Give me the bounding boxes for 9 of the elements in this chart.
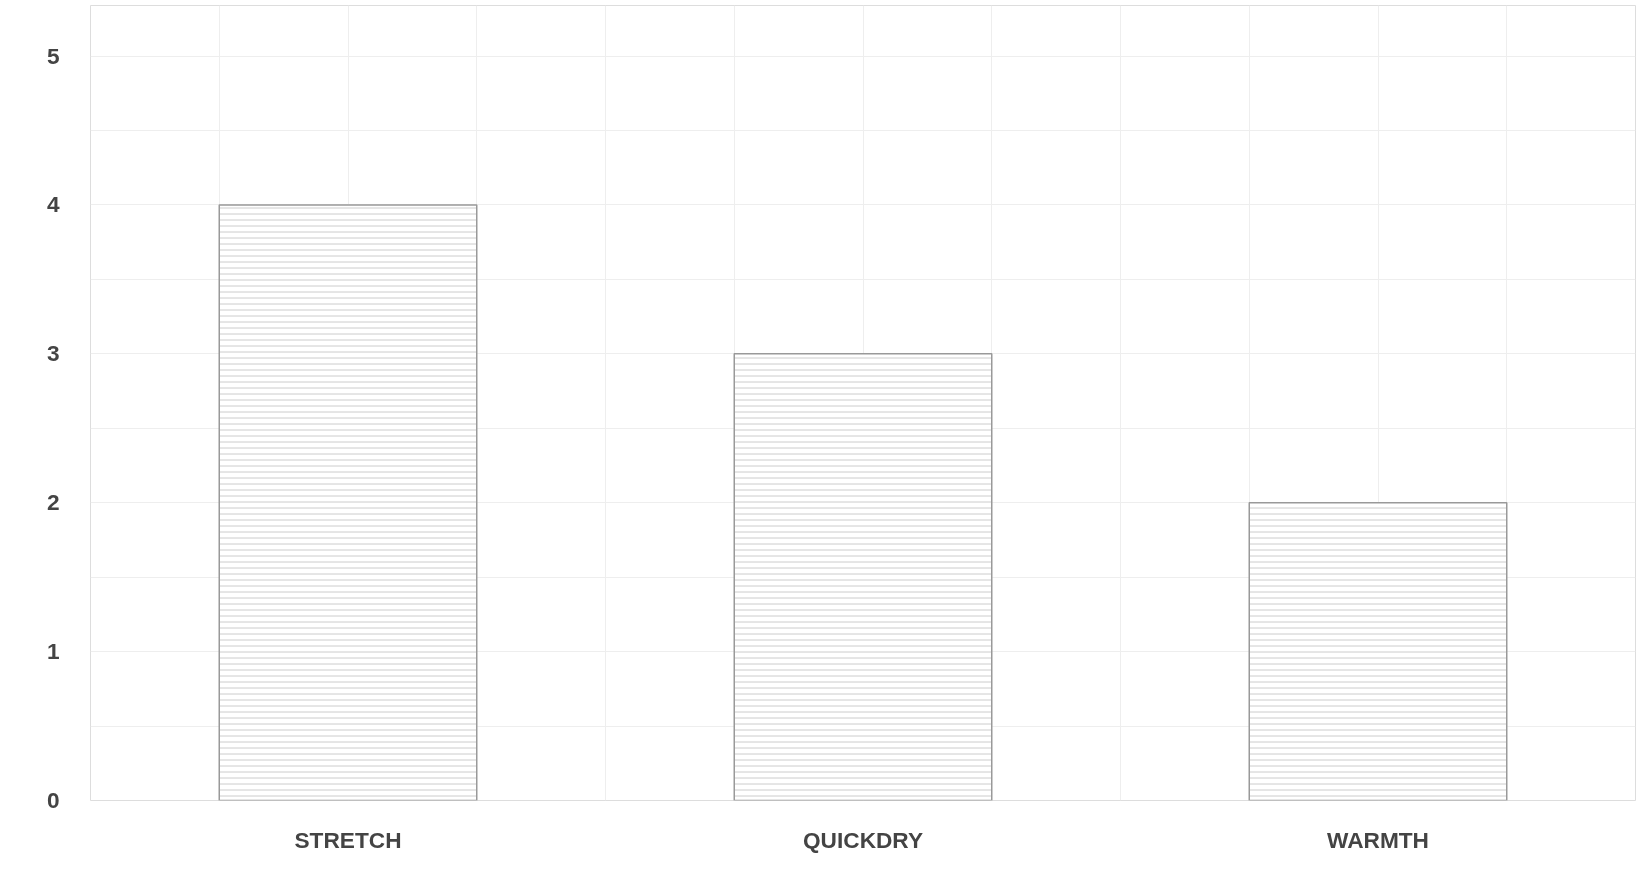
y-tick-label: 5	[46, 42, 60, 69]
y-tick-label: 0	[46, 787, 60, 813]
x-tick-label: STRETCH	[294, 826, 402, 853]
x-tick-label: WARMTH	[1327, 826, 1429, 853]
y-tick-label: 3	[46, 340, 60, 367]
y-tick-label: 4	[46, 191, 60, 218]
y-tick-label: 2	[46, 489, 60, 516]
y-tick-label: 1	[46, 638, 60, 665]
x-tick-label: QUICKDRY	[803, 826, 923, 853]
